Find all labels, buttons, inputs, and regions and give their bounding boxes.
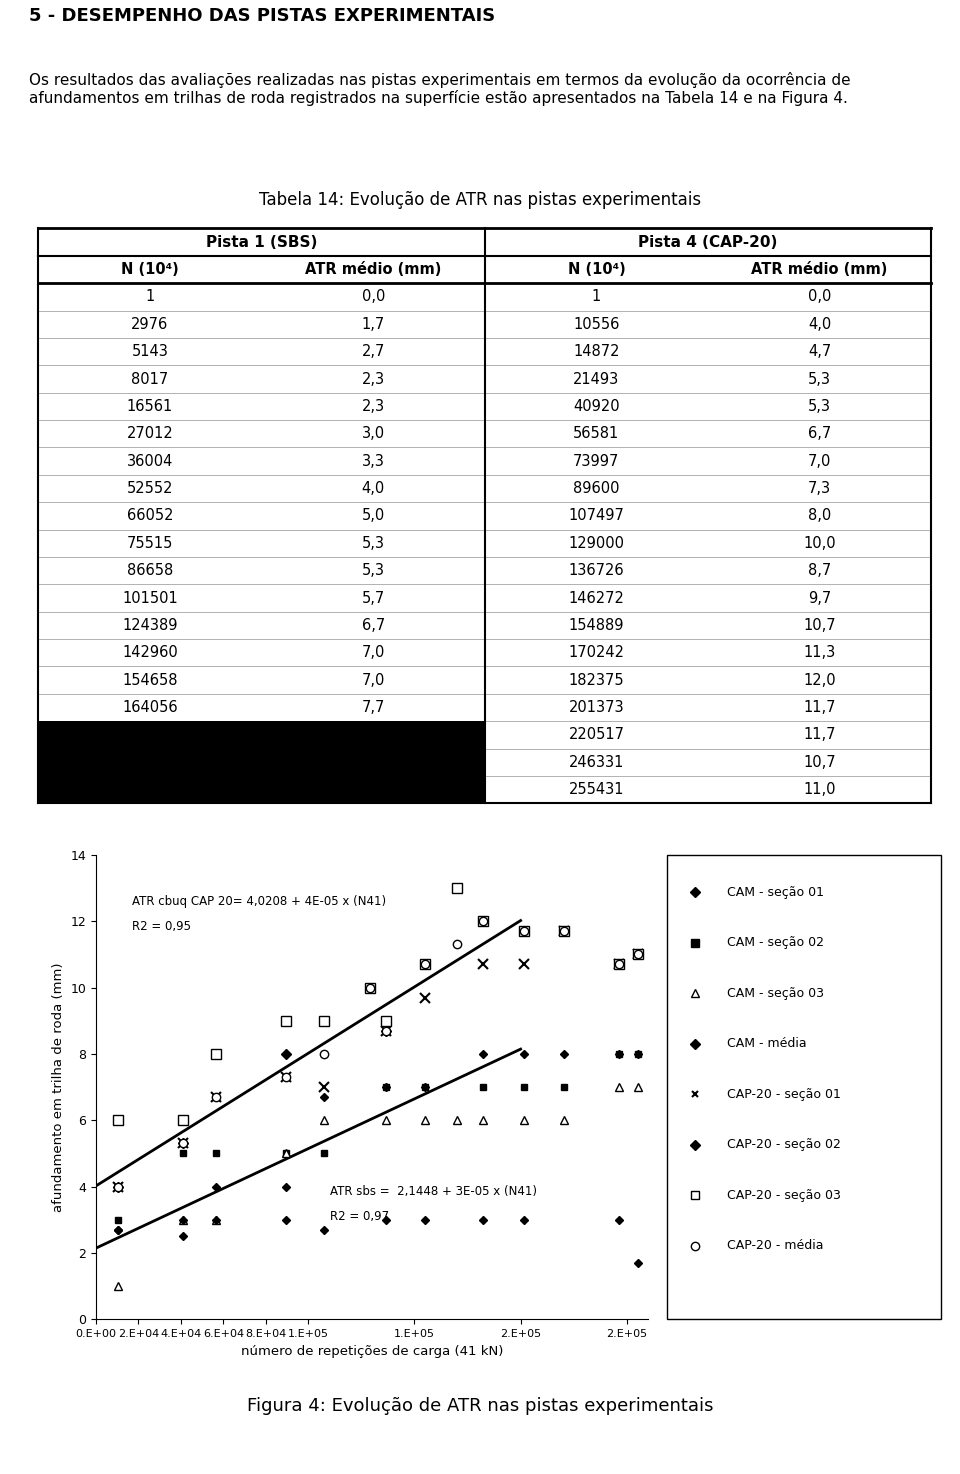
Text: ATR médio (mm): ATR médio (mm) [752, 262, 888, 277]
Text: 2,3: 2,3 [362, 371, 385, 386]
Text: 11,7: 11,7 [804, 700, 836, 715]
Text: Pista 4 (CAP-20): Pista 4 (CAP-20) [638, 234, 778, 249]
Text: 10,7: 10,7 [804, 618, 836, 632]
Text: ATR médio (mm): ATR médio (mm) [305, 262, 442, 277]
Text: 7,0: 7,0 [808, 454, 831, 469]
Text: 170242: 170242 [568, 646, 624, 660]
Text: 10556: 10556 [573, 317, 619, 332]
Text: 89600: 89600 [573, 481, 619, 497]
Text: CAM - seção 01: CAM - seção 01 [728, 886, 825, 899]
Bar [38, 721, 485, 749]
Text: CAP-20 - média: CAP-20 - média [728, 1240, 824, 1251]
Text: 1,7: 1,7 [362, 317, 385, 332]
Text: 86658: 86658 [127, 563, 173, 578]
Text: 1: 1 [591, 289, 601, 305]
Text: 27012: 27012 [127, 426, 174, 441]
Text: 4,7: 4,7 [808, 343, 831, 360]
Text: CAP-20 - seção 02: CAP-20 - seção 02 [728, 1138, 841, 1151]
Text: 5,3: 5,3 [362, 563, 385, 578]
Text: 7,0: 7,0 [362, 646, 385, 660]
Text: 14872: 14872 [573, 343, 619, 360]
Text: N (10⁴): N (10⁴) [121, 262, 179, 277]
Text: R2 = 0,97: R2 = 0,97 [329, 1210, 389, 1223]
Text: 8017: 8017 [132, 371, 169, 386]
Text: 255431: 255431 [568, 783, 624, 797]
Text: 11,3: 11,3 [804, 646, 836, 660]
Text: 1: 1 [145, 289, 155, 305]
Bar [38, 749, 485, 775]
Text: 56581: 56581 [573, 426, 619, 441]
Text: ATR cbuq CAP 20= 4,0208 + 4E-05 x (N41): ATR cbuq CAP 20= 4,0208 + 4E-05 x (N41) [132, 895, 386, 908]
Text: 9,7: 9,7 [808, 591, 831, 606]
Text: CAM - média: CAM - média [728, 1038, 807, 1049]
Text: 75515: 75515 [127, 535, 173, 551]
Text: N (10⁴): N (10⁴) [567, 262, 625, 277]
Text: ATR sbs =  2,1448 + 3E-05 x (N41): ATR sbs = 2,1448 + 3E-05 x (N41) [329, 1185, 537, 1198]
Text: CAM - seção 02: CAM - seção 02 [728, 936, 825, 949]
Text: 2,7: 2,7 [362, 343, 385, 360]
Text: 7,7: 7,7 [362, 700, 385, 715]
Text: 5 - DESEMPENHO DAS PISTAS EXPERIMENTAIS: 5 - DESEMPENHO DAS PISTAS EXPERIMENTAIS [29, 7, 495, 25]
Text: 2,3: 2,3 [362, 399, 385, 414]
Text: 246331: 246331 [568, 755, 624, 769]
Text: 107497: 107497 [568, 509, 624, 523]
Text: 0,0: 0,0 [808, 289, 831, 305]
Text: Pista 1 (SBS): Pista 1 (SBS) [205, 234, 318, 249]
Text: 21493: 21493 [573, 371, 619, 386]
Text: 142960: 142960 [122, 646, 178, 660]
Bar [38, 775, 485, 803]
Text: 201373: 201373 [568, 700, 624, 715]
Text: 4,0: 4,0 [808, 317, 831, 332]
Text: 6,7: 6,7 [362, 618, 385, 632]
Text: 146272: 146272 [568, 591, 624, 606]
Text: 164056: 164056 [122, 700, 178, 715]
Text: Os resultados das avaliações realizadas nas pistas experimentais em termos da ev: Os resultados das avaliações realizadas … [29, 72, 851, 106]
Text: 16561: 16561 [127, 399, 173, 414]
Text: 11,7: 11,7 [804, 727, 836, 743]
Text: 182375: 182375 [568, 672, 624, 688]
Text: 66052: 66052 [127, 509, 173, 523]
Text: 12,0: 12,0 [804, 672, 836, 688]
Text: 5143: 5143 [132, 343, 168, 360]
Text: 129000: 129000 [568, 535, 624, 551]
Text: 0,0: 0,0 [362, 289, 385, 305]
Text: 136726: 136726 [568, 563, 624, 578]
Text: R2 = 0,95: R2 = 0,95 [132, 920, 191, 933]
Text: 5,0: 5,0 [362, 509, 385, 523]
Text: 2976: 2976 [132, 317, 169, 332]
Text: 40920: 40920 [573, 399, 620, 414]
Text: 3,3: 3,3 [362, 454, 385, 469]
Text: Tabela 14: Evolução de ATR nas pistas experimentais: Tabela 14: Evolução de ATR nas pistas ex… [259, 192, 701, 209]
Text: 10,0: 10,0 [804, 535, 836, 551]
Text: CAP-20 - seção 01: CAP-20 - seção 01 [728, 1088, 841, 1101]
Text: 7,3: 7,3 [808, 481, 831, 497]
Text: 5,7: 5,7 [362, 591, 385, 606]
Text: 10,7: 10,7 [804, 755, 836, 769]
Text: 101501: 101501 [122, 591, 178, 606]
Text: 52552: 52552 [127, 481, 173, 497]
Text: 4,0: 4,0 [362, 481, 385, 497]
Text: 220517: 220517 [568, 727, 624, 743]
Y-axis label: afundamento em trilha de roda (mm): afundamento em trilha de roda (mm) [52, 963, 65, 1212]
Text: 8,7: 8,7 [808, 563, 831, 578]
Text: 6,7: 6,7 [808, 426, 831, 441]
Text: 11,0: 11,0 [804, 783, 836, 797]
Text: CAP-20 - seção 03: CAP-20 - seção 03 [728, 1188, 841, 1201]
Text: 5,3: 5,3 [362, 535, 385, 551]
Text: 5,3: 5,3 [808, 371, 831, 386]
Text: 124389: 124389 [122, 618, 178, 632]
Text: 5,3: 5,3 [808, 399, 831, 414]
X-axis label: número de repetições de carga (41 kN): número de repetições de carga (41 kN) [241, 1344, 503, 1358]
Text: 154889: 154889 [568, 618, 624, 632]
Text: Figura 4: Evolução de ATR nas pistas experimentais: Figura 4: Evolução de ATR nas pistas exp… [247, 1397, 713, 1415]
Text: 3,0: 3,0 [362, 426, 385, 441]
Text: CAM - seção 03: CAM - seção 03 [728, 986, 825, 999]
Text: 154658: 154658 [122, 672, 178, 688]
Text: 73997: 73997 [573, 454, 619, 469]
Text: 36004: 36004 [127, 454, 173, 469]
Text: 7,0: 7,0 [362, 672, 385, 688]
Text: 8,0: 8,0 [808, 509, 831, 523]
